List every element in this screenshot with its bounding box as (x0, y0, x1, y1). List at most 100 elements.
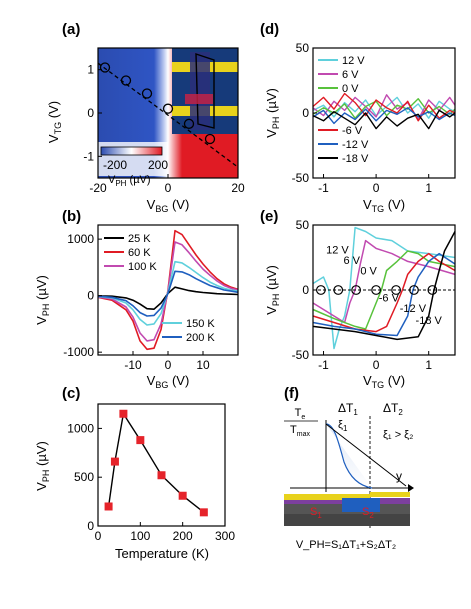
data-point (104, 502, 113, 511)
panel-c-plot: 0 100 200 300 0 500 1000 (67, 409, 235, 543)
panel-e: (e) 12 V6 V0 V -6 V-12 V-18 V -1 0 1 -50 0 50 V… (260, 208, 456, 390)
panel-a-ylabel: VTG (V) (46, 101, 63, 143)
colorbar-label: VPH (µV) (108, 174, 151, 188)
panel-f: (f) Te Tmax ΔT1 ΔT2 ξ1 ξ₁ > ξ₂ y (284, 385, 414, 551)
panel-e-frame (312, 224, 456, 356)
data-point (110, 457, 119, 466)
series-25-K (97, 286, 239, 311)
panel-c-xtick-label: 100 (130, 529, 150, 543)
panel-d-ytick-label: 50 (296, 41, 310, 55)
legend-entry: 60 K (128, 247, 151, 259)
panel-c-ylabel: VPH (µV) (34, 441, 51, 491)
series--12-V (312, 252, 456, 337)
delta-t1-label: ΔT1 (338, 401, 358, 417)
panel-d-xtick-label: -1 (318, 181, 329, 195)
panel-c-xtick-label: 300 (215, 529, 235, 543)
panel-d-frame (312, 47, 456, 179)
panel-e-xtick-label: 0 (373, 358, 380, 372)
zero-crossing-marker (351, 285, 362, 295)
series-label: 6 V (344, 255, 361, 267)
legend-entry: 200 K (186, 332, 215, 344)
panel-e-xlabel: VTG (V) (363, 373, 405, 390)
data-point (199, 508, 208, 517)
panel-d: (d) -1 0 1 -50 0 50 12 V 6 V 0 V -6 V -12 V -18 V V… (260, 21, 456, 214)
panel-c-xtick-label: 200 (173, 529, 193, 543)
panel-d-ytick-label: -50 (292, 171, 310, 185)
device-micrograph-inset (172, 48, 238, 134)
device-cross-section: S1 S2 (284, 492, 410, 526)
panel-e-label: (e) (260, 208, 278, 225)
panel-a-xtick-label: -20 (89, 181, 107, 195)
panel-d-ytick-label: 0 (302, 106, 309, 120)
panel-e-plot: 12 V6 V0 V -6 V-12 V-18 V -1 0 1 -50 0 50 (292, 218, 456, 372)
y-axis-arrow-icon (408, 484, 414, 492)
temperature-ratio-denominator: Tmax (290, 424, 310, 438)
panel-b-label: (b) (62, 208, 81, 225)
s1-label: S1 (310, 506, 322, 520)
panel-b-ytick-label: 1000 (67, 232, 94, 246)
panel-d-plot: -1 0 1 -50 0 50 12 V 6 V 0 V -6 V -12 V -18 V (292, 41, 456, 195)
series--18-V (312, 231, 456, 341)
panel-c-ytick-label: 500 (74, 470, 94, 484)
panel-d-xtick-label: 1 (425, 181, 432, 195)
legend-entry: 150 K (186, 318, 215, 330)
legend-entry: 25 K (128, 233, 151, 245)
legend-entry: -12 V (342, 139, 369, 151)
panel-d-label: (d) (260, 21, 279, 38)
xi1-label: ξ1 (338, 419, 348, 433)
panel-a-ytick-label: 1 (87, 63, 94, 77)
panel-e-xtick-label: 1 (425, 358, 432, 372)
series-200-K (97, 270, 239, 317)
series-0-V (312, 250, 456, 330)
s2-label: S2 (362, 506, 374, 520)
series-label: -6 V (379, 293, 400, 305)
panel-b-xlabel: VBG (V) (147, 373, 190, 390)
legend-entry: 100 K (128, 261, 157, 273)
temperature-profile-xi2 (325, 423, 373, 489)
legend-entry: 0 V (342, 83, 359, 95)
panel-b-frame (97, 224, 239, 356)
series-150-K (97, 260, 239, 326)
panel-c-frame (97, 403, 226, 527)
zero-crossing-marker (409, 285, 419, 295)
xi-comparison: ξ₁ > ξ₂ (383, 429, 413, 441)
temperature-curve (107, 413, 205, 513)
panel-a-axes: -20 0 20-101 (83, 63, 245, 195)
legend-entry: -6 V (342, 125, 363, 137)
panel-b-xtick-label: 0 (165, 358, 172, 372)
panel-b: (b) -10 0 10 -1000 0 1000 25 K 60 K 100 K 150 K 20… (34, 208, 239, 390)
series-100-K (97, 241, 239, 342)
series-12-V (312, 226, 456, 350)
panel-a-ytick-label: -1 (83, 149, 94, 163)
colorbar: -200 200 VPH (µV) (98, 142, 168, 188)
panel-a-label: (a) (62, 21, 80, 38)
panel-e-ytick-label: -50 (292, 348, 310, 362)
panel-d-xlabel: VTG (V) (363, 197, 405, 214)
panel-c-xlabel: Temperature (K) (115, 546, 209, 561)
panel-d-ylabel: VPH (µV) (264, 88, 281, 138)
panel-a-xlabel: VBG (V) (147, 197, 190, 214)
zero-crossing-marker (391, 285, 401, 295)
panel-b-plot: -10 0 10 -1000 0 1000 25 K 60 K 100 K 150 K 200 K (63, 229, 239, 372)
colorbar-tick-max: 200 (148, 158, 168, 172)
y-axis-label: y (396, 469, 402, 483)
legend-entry: 6 V (342, 69, 359, 81)
zero-crossing-marker (371, 285, 382, 295)
series-label: 0 V (360, 265, 377, 277)
temperature-ratio-numerator: Te (295, 407, 306, 421)
panel-a-xtick-label: 0 (165, 181, 172, 195)
series-0-V (312, 97, 456, 119)
temperature-profile-xi1 (325, 423, 407, 487)
zero-crossing-marker (427, 285, 438, 295)
panel-b-ylabel: VPH (µV) (34, 275, 51, 325)
dirac-point-marker (183, 118, 195, 129)
panel-b-xtick-label: -10 (124, 358, 142, 372)
legend-entry: 12 V (342, 55, 365, 67)
data-point (136, 436, 145, 445)
colorbar-tick-min: -200 (103, 158, 127, 172)
panel-d-xtick-label: 0 (373, 181, 380, 195)
data-point (157, 471, 166, 480)
panel-c-label: (c) (62, 385, 80, 402)
panel-a-ytick-label: 0 (87, 106, 94, 120)
